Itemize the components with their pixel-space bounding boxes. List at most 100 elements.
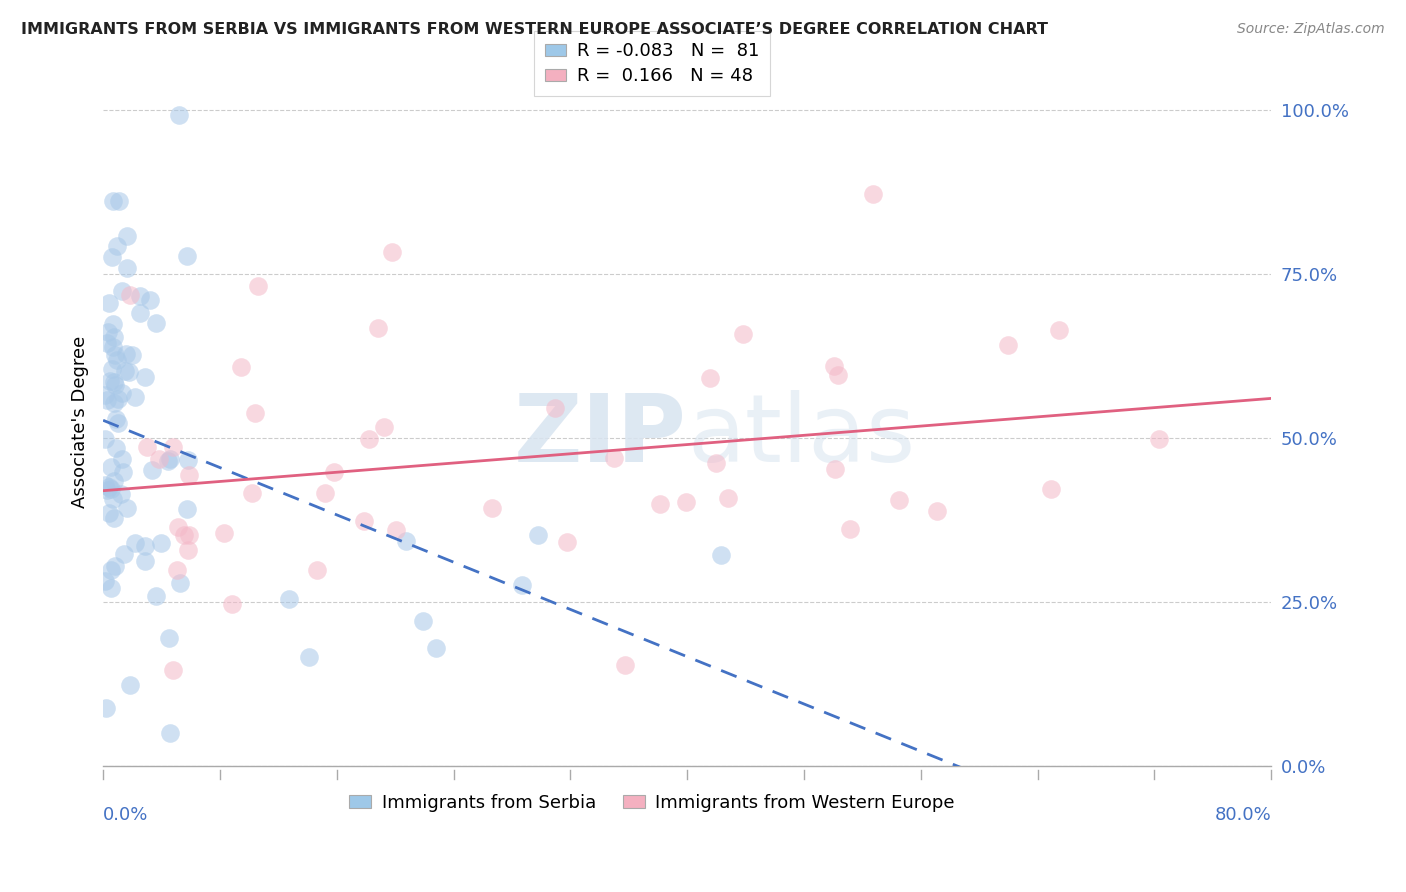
Point xyxy=(157,631,180,645)
Point xyxy=(124,390,146,404)
Point xyxy=(93,388,115,402)
Point xyxy=(212,525,235,540)
Point xyxy=(359,432,381,446)
Point xyxy=(100,563,122,577)
Point xyxy=(824,462,846,476)
Point xyxy=(105,239,128,253)
Point xyxy=(167,108,190,122)
Point xyxy=(1040,482,1063,496)
Point xyxy=(246,278,269,293)
Point xyxy=(114,547,136,561)
Point xyxy=(134,540,156,554)
Point xyxy=(145,316,167,330)
Point xyxy=(373,420,395,434)
Point xyxy=(97,480,120,494)
Point xyxy=(100,460,122,475)
Point xyxy=(277,592,299,607)
Point xyxy=(124,535,146,549)
Point xyxy=(1049,323,1071,337)
Point xyxy=(159,726,181,740)
Point xyxy=(650,497,672,511)
Text: 0.0%: 0.0% xyxy=(103,805,149,823)
Point xyxy=(613,658,636,673)
Point xyxy=(100,250,122,264)
Point xyxy=(717,491,740,505)
Text: atlas: atlas xyxy=(688,390,915,482)
Point xyxy=(555,534,578,549)
Point xyxy=(93,432,115,446)
Point xyxy=(118,365,141,379)
Point xyxy=(145,589,167,603)
Point xyxy=(103,475,125,489)
Point xyxy=(395,533,418,548)
Point xyxy=(298,649,321,664)
Point xyxy=(111,451,134,466)
Text: Source: ZipAtlas.com: Source: ZipAtlas.com xyxy=(1237,22,1385,37)
Point xyxy=(838,522,860,536)
Point xyxy=(177,543,200,558)
Point xyxy=(96,483,118,498)
Point xyxy=(162,663,184,677)
Point xyxy=(103,395,125,409)
Point xyxy=(240,485,263,500)
Point xyxy=(176,249,198,263)
Point xyxy=(93,574,115,589)
Point xyxy=(149,536,172,550)
Point xyxy=(104,558,127,573)
Point xyxy=(1147,433,1170,447)
Text: 80.0%: 80.0% xyxy=(1215,805,1271,823)
Point xyxy=(166,563,188,577)
Point xyxy=(96,336,118,351)
Point xyxy=(105,412,128,426)
Point xyxy=(118,288,141,302)
Point xyxy=(139,293,162,307)
Point xyxy=(100,581,122,595)
Point xyxy=(104,378,127,392)
Point xyxy=(176,501,198,516)
Point xyxy=(862,186,884,201)
Point xyxy=(731,327,754,342)
Point xyxy=(117,228,139,243)
Point xyxy=(111,285,134,299)
Point xyxy=(110,385,132,400)
Point xyxy=(177,528,200,542)
Point xyxy=(169,576,191,591)
Point xyxy=(173,528,195,542)
Point xyxy=(134,554,156,568)
Point xyxy=(108,194,131,208)
Point xyxy=(925,504,948,518)
Point xyxy=(159,452,181,467)
Point xyxy=(103,375,125,389)
Point xyxy=(823,359,845,373)
Point xyxy=(156,454,179,468)
Point xyxy=(367,320,389,334)
Legend: Immigrants from Serbia, Immigrants from Western Europe: Immigrants from Serbia, Immigrants from … xyxy=(342,787,962,819)
Point xyxy=(105,353,128,368)
Text: ZIP: ZIP xyxy=(515,390,688,482)
Point xyxy=(97,296,120,310)
Point xyxy=(177,468,200,483)
Point xyxy=(105,441,128,455)
Point xyxy=(121,347,143,361)
Point xyxy=(412,614,434,628)
Point xyxy=(107,392,129,406)
Point xyxy=(243,406,266,420)
Point xyxy=(135,440,157,454)
Point xyxy=(527,528,550,542)
Point xyxy=(544,401,567,415)
Point xyxy=(118,678,141,692)
Point xyxy=(710,548,733,562)
Point xyxy=(148,451,170,466)
Text: IMMIGRANTS FROM SERBIA VS IMMIGRANTS FROM WESTERN EUROPE ASSOCIATE’S DEGREE CORR: IMMIGRANTS FROM SERBIA VS IMMIGRANTS FRO… xyxy=(21,22,1047,37)
Y-axis label: Associate's Degree: Associate's Degree xyxy=(72,335,89,508)
Point xyxy=(98,506,121,520)
Point xyxy=(114,364,136,378)
Point xyxy=(704,457,727,471)
Point xyxy=(997,338,1019,352)
Point xyxy=(314,486,336,500)
Point xyxy=(425,641,447,656)
Point xyxy=(101,194,124,208)
Point xyxy=(117,500,139,515)
Point xyxy=(112,465,135,479)
Point xyxy=(221,597,243,611)
